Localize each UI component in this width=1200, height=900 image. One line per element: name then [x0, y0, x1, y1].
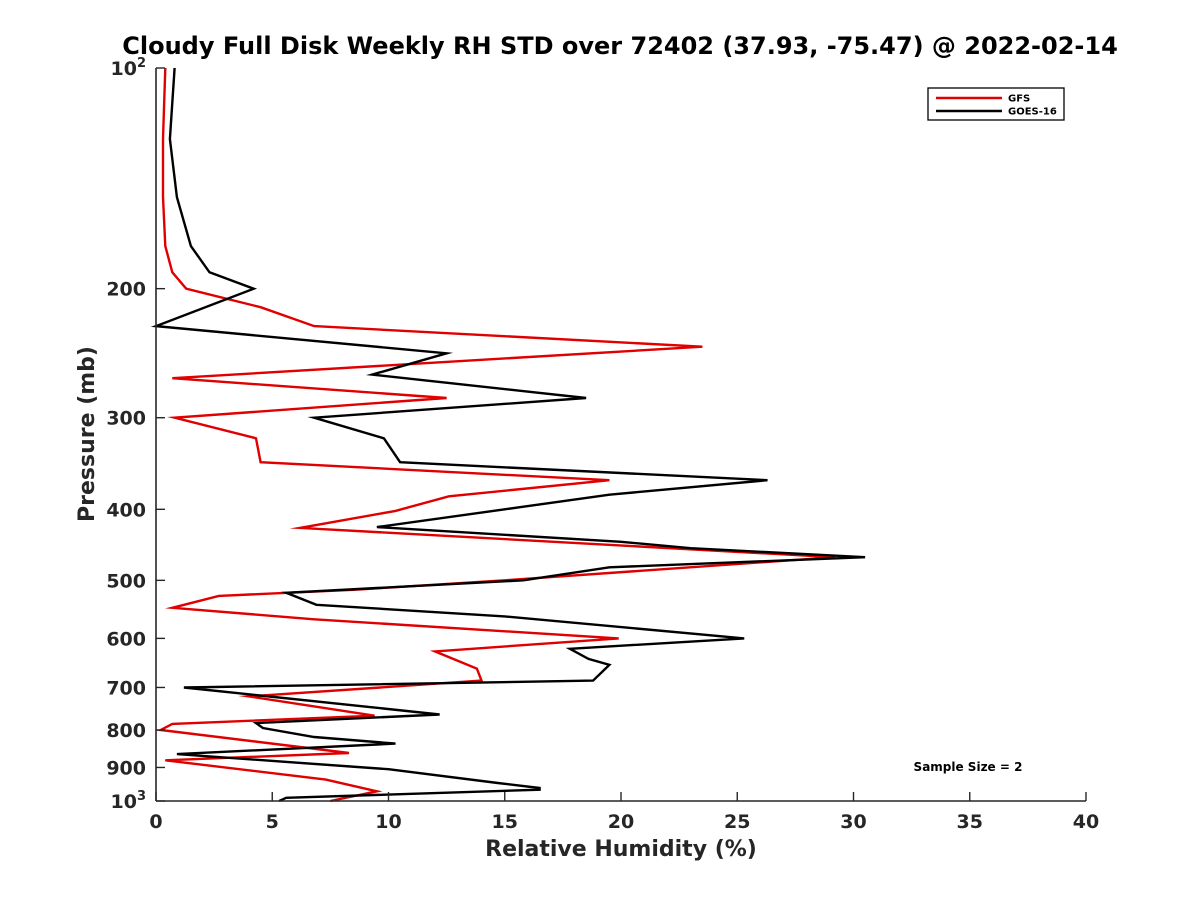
sample-size-annotation: Sample Size = 2: [914, 760, 1023, 774]
x-tick-label: 40: [1073, 811, 1099, 833]
legend-box: [927, 87, 1065, 121]
x-tick-label: 5: [266, 811, 279, 833]
y-ticks: 102 200 300 400 500 600 700 800 900 103: [106, 56, 165, 813]
x-tick-label: 30: [840, 811, 866, 833]
y-tick-label: 800: [106, 720, 146, 742]
legend-label-goes16: GOES-16: [1008, 107, 1057, 118]
x-tick-label: 35: [957, 811, 983, 833]
x-tick-label: 20: [608, 811, 634, 833]
y-tick-label: 103: [111, 789, 147, 813]
x-tick-label: 25: [724, 811, 750, 833]
x-tick-label: 10: [375, 811, 401, 833]
y-tick-label: 900: [106, 757, 146, 779]
y-tick-label: 400: [106, 499, 146, 521]
legend: GFS GOES-16: [927, 87, 1065, 121]
series-line-goes16: [150, 67, 866, 803]
y-tick-label: 600: [106, 628, 146, 650]
chart-title: Cloudy Full Disk Weekly RH STD over 7240…: [122, 32, 1118, 60]
y-tick-label: 200: [106, 279, 146, 301]
x-axis-label: Relative Humidity (%): [485, 837, 757, 862]
x-ticks: 0 5 10 15 20 25 30 35 40: [149, 792, 1099, 833]
y-tick-label: 300: [106, 408, 146, 430]
legend-label-gfs: GFS: [1008, 94, 1030, 105]
y-tick-label: 102: [111, 56, 147, 80]
series-layer: [150, 67, 866, 803]
x-tick-label: 15: [492, 811, 518, 833]
y-tick-label: 500: [106, 570, 146, 592]
y-axis-label: Pressure (mb): [75, 346, 100, 522]
x-tick-label: 0: [149, 811, 162, 833]
y-tick-label: 700: [106, 677, 146, 699]
